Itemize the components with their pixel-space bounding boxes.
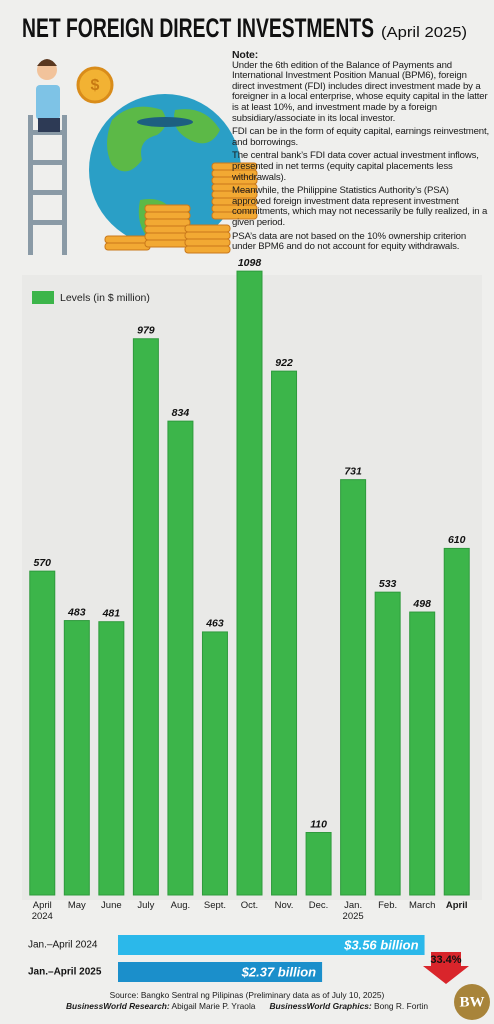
value-label: 570: [34, 557, 52, 569]
title: NET FOREIGN DIRECT INVESTMENTS: [22, 13, 374, 43]
bar: [340, 479, 367, 896]
credit-role: BusinessWorld Graphics:: [269, 1001, 372, 1011]
bar: [118, 962, 323, 982]
note: Note: Under the 6th edition of the Balan…: [232, 50, 490, 256]
bar: [201, 631, 228, 896]
source: Source: Bangko Sentral ng Pilipinas (Pre…: [109, 990, 385, 1000]
bar: [236, 270, 263, 896]
value-label: 483: [67, 606, 86, 618]
x-tick-label: Nov.: [274, 900, 294, 911]
bar: [271, 370, 298, 896]
bar: [443, 547, 470, 896]
value-label: $3.56 billion: [343, 937, 418, 952]
footer: Source: Bangko Sentral ng Pilipinas (Pre…: [0, 990, 494, 1012]
legend-label: Levels (in $ million): [60, 292, 150, 304]
x-tick-label: March: [408, 900, 436, 911]
bar: [167, 420, 194, 896]
value-label: 498: [412, 598, 431, 610]
note-paragraph: PSA’s data are not based on the 10% owne…: [232, 230, 467, 253]
illustration: $: [28, 59, 258, 255]
credit-name: Bong R. Fortin: [374, 1001, 428, 1011]
note-paragraph: Meanwhile, the Philippine Statistics Aut…: [232, 185, 488, 228]
value-label: 731: [344, 465, 362, 477]
value-label: 979: [137, 325, 155, 337]
credit-role: BusinessWorld Research:: [66, 1001, 170, 1011]
bar: [305, 832, 332, 896]
svg-text:$: $: [91, 77, 100, 94]
x-tick-label: Oct.: [240, 900, 259, 911]
bar: [63, 620, 90, 896]
value-label: $2.37 billion: [241, 964, 316, 979]
value-label: 110: [310, 818, 327, 830]
value-label: 922: [275, 357, 293, 369]
x-tick-label: Sept.: [203, 900, 227, 911]
x-tick-label: Feb.: [378, 900, 398, 911]
x-tick-label: April: [445, 900, 468, 911]
note-paragraph: The central bank’s FDI data cover actual…: [232, 150, 479, 183]
change-label: 33.4%: [430, 954, 461, 966]
bar: [29, 570, 56, 896]
x-tick-label: Dec.: [308, 900, 329, 911]
logo-badge: [454, 984, 490, 1020]
subtitle: (April 2025): [381, 24, 467, 41]
x-tick-label: Jan. 2025: [342, 900, 364, 922]
credit-name: Abigail Marie P. Yraola: [171, 1001, 256, 1011]
category-label: Jan.–April 2024: [28, 940, 98, 951]
x-tick-label: June: [101, 900, 122, 911]
value-label: 463: [205, 618, 224, 630]
x-tick-label: July: [137, 900, 155, 911]
category-label: Jan.–April 2025: [28, 967, 102, 978]
x-tick-label: Aug.: [170, 900, 191, 911]
credits: BusinessWorld Research: Abigail Marie P.…: [0, 1001, 494, 1012]
x-tick-label: May: [67, 900, 86, 911]
note-heading: Note:: [232, 49, 259, 61]
bar: [132, 338, 159, 896]
logo: BW: [459, 994, 484, 1010]
note-paragraph: Under the 6th edition of the Balance of …: [232, 59, 488, 124]
bar: [409, 611, 436, 896]
value-label: 481: [102, 607, 121, 619]
value-label: 610: [448, 534, 466, 546]
change-arrow: [423, 952, 469, 984]
value-label: 1098: [238, 257, 262, 269]
value-label: 834: [172, 407, 190, 419]
note-paragraph: FDI can be in the form of equity capital…: [232, 126, 490, 148]
value-label: 533: [379, 578, 397, 590]
x-tick-label: April 2024: [31, 900, 53, 922]
legend-swatch: [32, 291, 54, 304]
bar: [98, 621, 125, 896]
bar: [374, 591, 401, 896]
bar: [118, 935, 425, 955]
